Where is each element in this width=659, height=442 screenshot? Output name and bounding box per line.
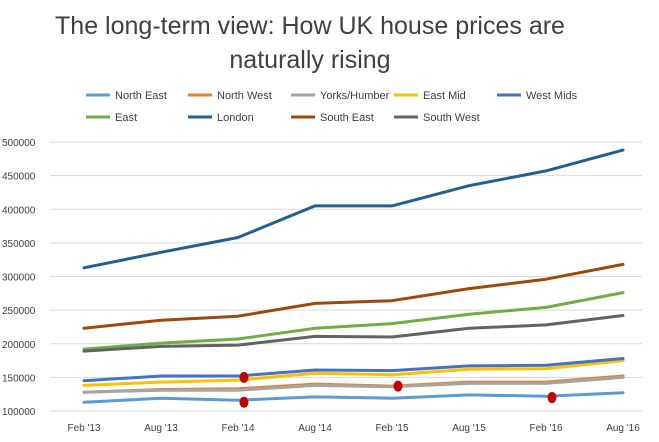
y-tick-label: 400000: [2, 205, 36, 216]
series-line-east-mid: [82, 359, 625, 387]
y-tick-label: 300000: [2, 273, 36, 284]
legend-label: West Mids: [526, 90, 578, 102]
y-tick-label: 150000: [2, 373, 36, 384]
annotation-red-dot: [239, 396, 249, 408]
y-tick-label: 100000: [2, 407, 36, 418]
annotation-red-dot: [393, 380, 403, 392]
legend-label: South East: [320, 112, 374, 124]
series-line-north-east: [82, 391, 625, 404]
annotation-red-dot: [239, 371, 249, 383]
legend-label: East: [115, 112, 137, 124]
x-tick-label: Feb '13: [67, 423, 100, 434]
x-tick-label: Aug '13: [144, 423, 178, 434]
legend-label: North East: [115, 90, 167, 102]
annotation-red-dot: [547, 392, 557, 404]
legend-label: London: [217, 112, 254, 124]
legend-item-north-west: North West: [188, 90, 272, 102]
legend-item-london: London: [188, 112, 254, 124]
x-tick-label: Feb '16: [529, 423, 562, 434]
x-tick-label: Feb '15: [375, 423, 408, 434]
series-line-yorks-humber: [82, 375, 625, 394]
legend-label: South West: [423, 112, 480, 124]
legend-item-yorks-humber: Yorks/Humber: [291, 90, 390, 102]
legend-item-south-east: South East: [291, 112, 374, 124]
y-tick-label: 250000: [2, 306, 36, 317]
series-line-south-west: [82, 314, 625, 353]
legend-item-south-west: South West: [394, 112, 480, 124]
series-line-london: [82, 148, 625, 270]
legend: North East North West Yorks/Humber East Mid…: [86, 90, 578, 124]
series-line-south-east: [82, 262, 625, 330]
x-tick-label: Feb '14: [221, 423, 254, 434]
series-lines: [82, 148, 625, 404]
legend-label: North West: [217, 90, 272, 102]
chart-title-line-2: naturally rising: [229, 46, 390, 74]
legend-item-east-mid: East Mid: [394, 90, 466, 102]
y-tick-label: 200000: [2, 340, 36, 351]
x-axis-ticks: Feb '13 Aug '13 Feb '14 Aug '14 Feb '15 Aug '…: [67, 423, 640, 434]
legend-item-east: East: [86, 112, 137, 124]
chart-title-line-1: The long-term view: How UK house prices …: [55, 12, 565, 40]
y-tick-label: 350000: [2, 239, 36, 250]
y-axis-ticks: 100000 150000 200000 250000 300000 350000 4000…: [2, 138, 36, 418]
legend-item-west-mids: West Mids: [497, 90, 578, 102]
series-line-east: [82, 291, 625, 351]
y-tick-label: 450000: [2, 172, 36, 183]
legend-label: Yorks/Humber: [320, 90, 390, 102]
annotations: [239, 371, 557, 408]
series-line-west-mids: [82, 357, 625, 383]
legend-item-north-east: North East: [86, 90, 167, 102]
x-tick-label: Aug '15: [452, 423, 486, 434]
x-tick-label: Aug '14: [298, 423, 332, 434]
legend-label: East Mid: [423, 90, 466, 102]
y-tick-label: 500000: [2, 138, 36, 149]
x-tick-label: Aug '16: [606, 423, 640, 434]
